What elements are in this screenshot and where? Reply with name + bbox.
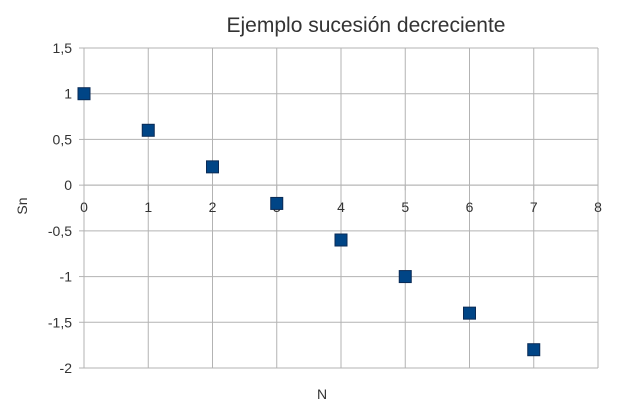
x-tick-label: 8 <box>594 199 602 215</box>
data-point <box>527 343 541 357</box>
data-point <box>334 233 348 247</box>
x-axis-label: N <box>317 386 327 402</box>
data-point <box>141 123 155 137</box>
data-points <box>77 87 541 357</box>
y-tick-label: -1 <box>60 269 73 285</box>
x-tick-label: 6 <box>466 199 474 215</box>
x-tick-label: 2 <box>209 199 217 215</box>
chart-title: Ejemplo sucesión decreciente <box>227 14 506 37</box>
y-tick-label: 0,5 <box>53 131 73 147</box>
data-point <box>270 196 284 210</box>
data-point <box>77 87 91 101</box>
y-tick-label: 1 <box>64 86 72 102</box>
data-point <box>398 270 412 284</box>
x-tick-label: 1 <box>144 199 152 215</box>
x-tick-label: 7 <box>530 199 538 215</box>
x-tick-label: 5 <box>401 199 409 215</box>
data-point <box>206 160 219 174</box>
y-tick-labels: 1,5 1 0,5 0 -0,5 -1 -1,5 -2 <box>48 40 72 376</box>
y-tick-label: -2 <box>60 360 73 376</box>
y-axis-label: Sn <box>14 197 30 214</box>
y-tick-label: -1,5 <box>48 314 72 330</box>
y-tick-label: 0 <box>64 177 72 193</box>
y-tick-label: -0,5 <box>48 223 72 239</box>
x-tick-labels: 012345678 <box>80 199 602 215</box>
x-tick-label: 4 <box>337 199 345 215</box>
y-tick-label: 1,5 <box>53 40 73 56</box>
data-point <box>463 306 476 320</box>
x-tick-label: 0 <box>80 199 88 215</box>
axes <box>83 184 599 191</box>
